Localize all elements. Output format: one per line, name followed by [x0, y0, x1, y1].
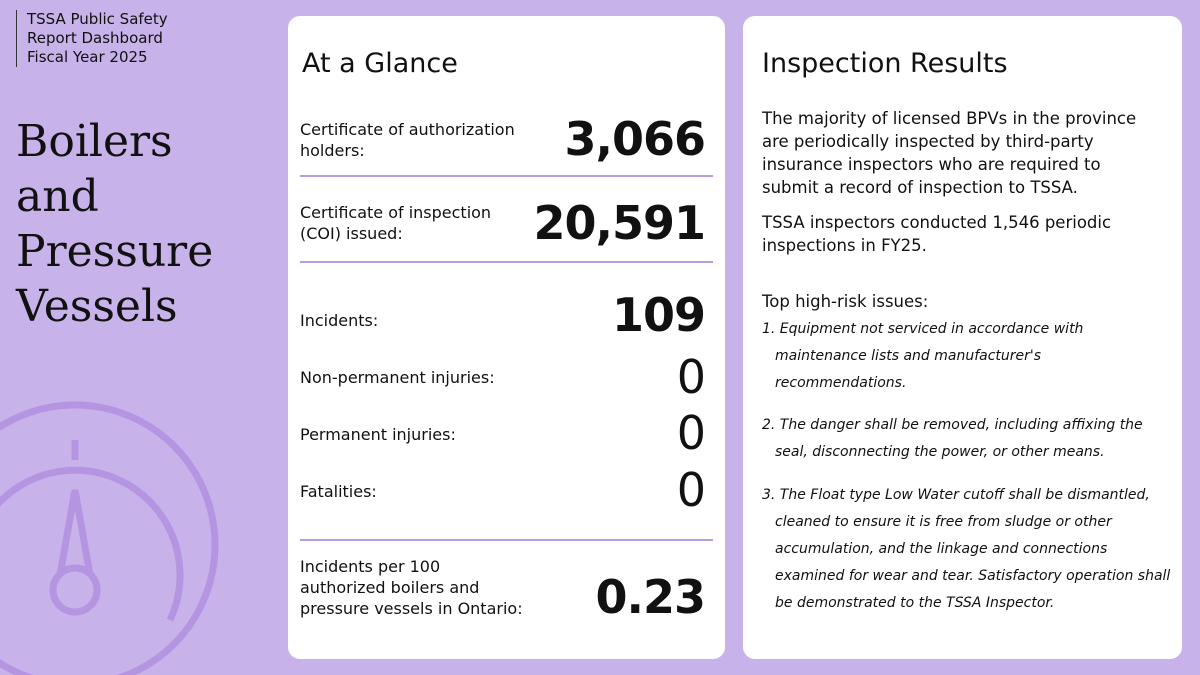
stat-value: 109 [611, 288, 706, 342]
gauge-icon [0, 401, 219, 675]
stat-value: 0 [676, 463, 706, 517]
issue: 2. The danger shall be removed, includin… [762, 417, 1143, 460]
divider [300, 539, 713, 541]
glance-card: At a Glance Certificate of authorization… [288, 16, 725, 659]
paragraph: TSSA inspectors conducted 1,546 periodic… [762, 213, 1112, 255]
stat-value: 3,066 [564, 112, 706, 166]
header: TSSA Public Safety Report Dashboard Fisc… [16, 10, 168, 67]
stat-value: 0 [676, 350, 706, 404]
stat-label: Incidents: [300, 311, 379, 330]
issues-heading: Top high-risk issues: [762, 292, 929, 311]
stat-value: 20,591 [533, 196, 706, 250]
stat-value: 0 [676, 406, 706, 460]
divider [300, 175, 713, 177]
header-line: Fiscal Year 2025 [27, 48, 148, 66]
stat-label: Fatalities: [300, 482, 377, 501]
header-line: Report Dashboard [27, 29, 163, 47]
issue: 3. The Float type Low Water cutoff shall… [762, 487, 1171, 611]
issue: 1. Equipment not serviced in accordance … [762, 321, 1084, 391]
header-line: TSSA Public Safety [27, 10, 168, 28]
stat-label: Non-permanent injuries: [300, 368, 495, 387]
divider [300, 261, 713, 263]
stat-label: Incidents per 100 authorized boilers and… [300, 557, 523, 618]
stat-label: Permanent injuries: [300, 425, 456, 444]
stat-label: Certificate of inspection (COI) issued: [300, 203, 492, 243]
paragraph: The majority of licensed BPVs in the pro… [762, 109, 1137, 197]
inspection-card: Inspection Results The majority of licen… [743, 16, 1182, 659]
stat-label: Certificate of authorization holders: [300, 120, 515, 160]
card-title: At a Glance [302, 48, 458, 79]
stat-value: 0.23 [595, 570, 706, 624]
card-title: Inspection Results [762, 48, 1008, 79]
page-title: Boilers and Pressure Vessels [16, 116, 214, 332]
